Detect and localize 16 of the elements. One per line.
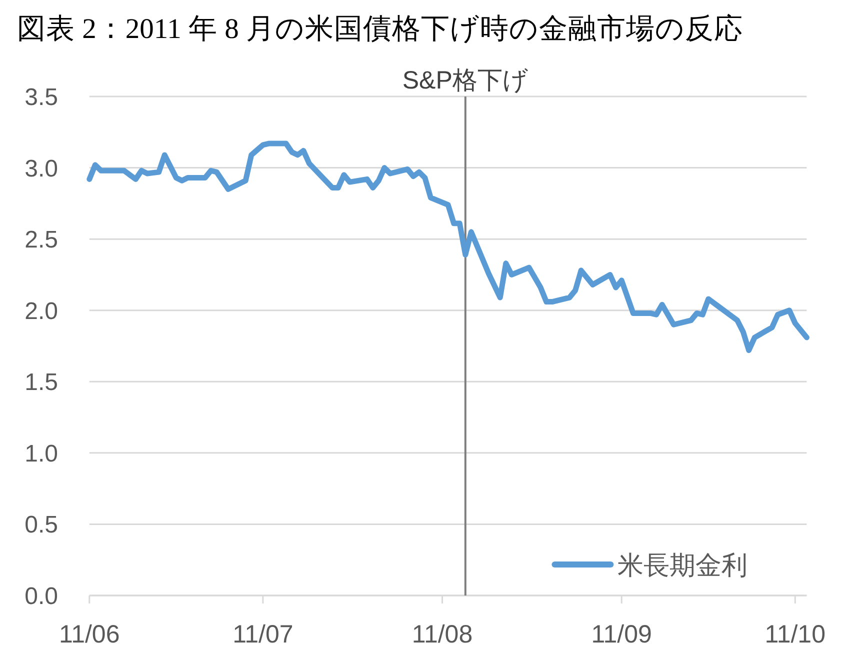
y-tick-label: 0.0	[24, 583, 58, 610]
y-tick-label: 2.0	[24, 298, 58, 325]
y-tick-label: 0.5	[24, 512, 58, 539]
y-tick-label: 3.5	[24, 84, 58, 111]
x-tick-label: 11/10	[764, 620, 826, 648]
ref-line-label: S&P格下げ	[402, 66, 528, 94]
x-tick-label: 11/09	[591, 620, 652, 648]
y-tick-label: 1.0	[24, 440, 58, 468]
x-tick-label: 11/06	[59, 620, 120, 648]
chart-title: 図表 2：2011 年 8 月の米国債格下げ時の金融市場の反応	[17, 13, 743, 45]
x-tick-label: 11/08	[412, 620, 473, 648]
y-tick-label: 1.5	[24, 369, 58, 396]
legend-label: 米長期金利	[618, 550, 748, 580]
y-tick-label: 2.5	[24, 226, 58, 254]
y-tick-label: 3.0	[24, 155, 58, 182]
x-tick-label: 11/07	[232, 620, 294, 648]
